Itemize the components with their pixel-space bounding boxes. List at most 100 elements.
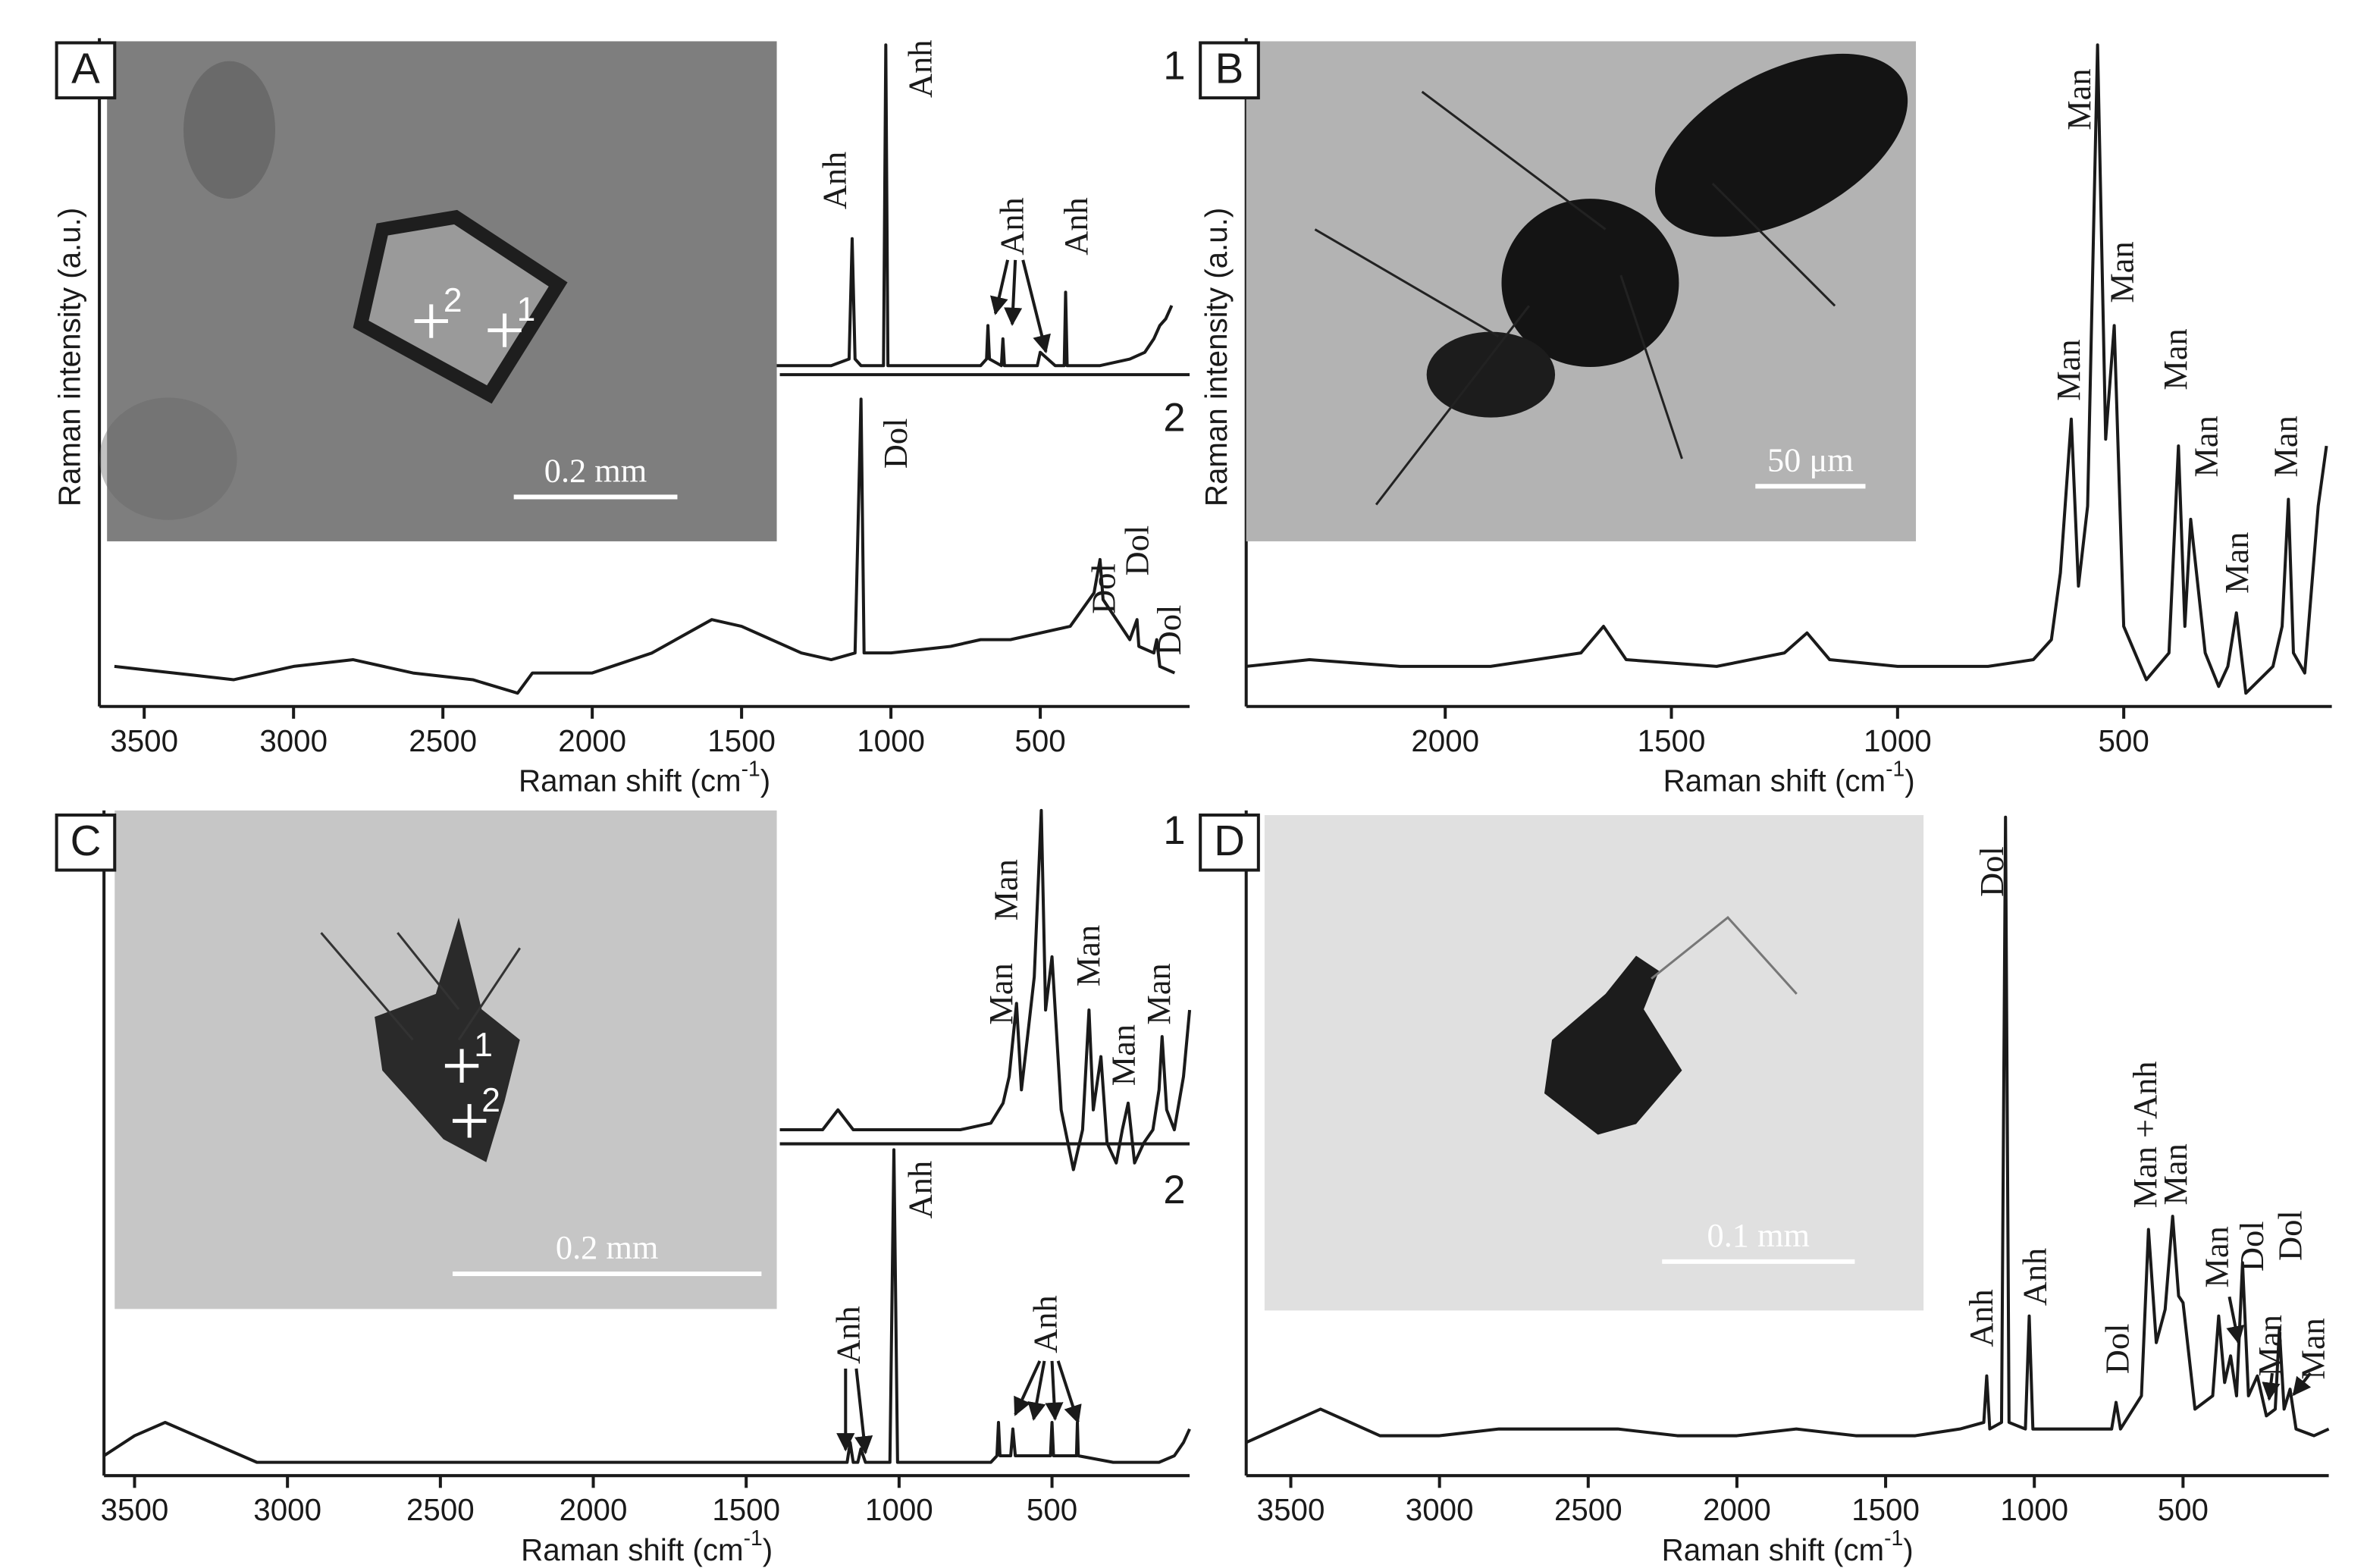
x-axis-label-text: Raman shift (cm (1662, 1532, 1885, 1567)
panel-box (55, 813, 117, 872)
peak-annotation: Man (982, 963, 1020, 1024)
point-marker (414, 304, 448, 338)
point-marker-label: 2 (481, 1082, 500, 1119)
point-marker (488, 313, 522, 347)
x-axis-label-text: Raman shift (cm (519, 763, 741, 798)
x-axis-label-sup: -1 (1886, 757, 1905, 781)
x-axis-label: Raman shift (cm-1) (519, 757, 770, 798)
peak-arrow (1027, 1360, 1046, 1421)
fibres (1314, 90, 1836, 506)
aggregate (1654, 53, 1908, 237)
aggregate (375, 917, 520, 1162)
peak-annotation: Anh (992, 197, 1030, 255)
peak-arrow (1056, 1360, 1082, 1424)
scale-bar-label: 0.2 mm (544, 451, 647, 489)
peak-arrow (1021, 259, 1051, 354)
x-axis-label-close: ) (1903, 1532, 1913, 1567)
x-tick-label: 500 (2158, 1492, 2209, 1527)
x-tick-label: 2000 (560, 1492, 628, 1527)
peak-arrow (1045, 1360, 1064, 1421)
spectrum-label: 1 (1163, 45, 1185, 89)
x-tick-label: 2000 (1411, 723, 1479, 758)
spectrum-label: 1 (1163, 809, 1185, 853)
peak-annotation: Dol (1118, 525, 1156, 576)
fibres (320, 932, 521, 1041)
crystal (353, 209, 568, 404)
x-tick-label: 1000 (1864, 723, 1932, 758)
particle (1544, 955, 1682, 1135)
peak-arrow (2262, 1372, 2281, 1401)
fibre (1651, 915, 1798, 995)
peak-annotation: Man (2049, 339, 2087, 400)
peak-annotation: Dol (2271, 1210, 2309, 1261)
spectrum-line (1246, 43, 2328, 695)
peak-annotation: Anh (2016, 1248, 2054, 1306)
point-marker-label: 2 (444, 282, 462, 319)
x-tick-label: 2500 (1554, 1492, 1622, 1527)
spectrum-label: 2 (1163, 396, 1185, 440)
peak-annotation: Man (2218, 532, 2256, 594)
panel: 3500 3000 2500 2000 1500 1000 500 Raman shift (… (55, 808, 1192, 1567)
smudge (183, 61, 276, 199)
x-tick-label: 2500 (406, 1492, 475, 1527)
scale-bar-label: 0.1 mm (1707, 1216, 1811, 1254)
x-tick-label: 3000 (1406, 1492, 1474, 1527)
peak-arrow (2226, 1296, 2245, 1345)
panel-letter: A (71, 45, 100, 93)
peak-annotation: Man (2156, 1143, 2194, 1205)
peak-annotation: Man (2198, 1226, 2236, 1287)
spectrum-line (753, 43, 1174, 368)
peak-annotation: Man +Anh (2126, 1062, 2164, 1209)
peak-annotation: Man (2187, 416, 2224, 477)
spectrum-label: 2 (1163, 1168, 1185, 1212)
peak-arrow (1014, 1360, 1042, 1416)
x-tick-label: 1500 (1851, 1492, 1920, 1527)
scale-bar-label: 0.2 mm (556, 1228, 659, 1266)
peak-annotation: Man (1105, 1024, 1143, 1086)
x-tick-label: 1000 (865, 1492, 933, 1527)
x-axis-label-text: Raman shift (cm (521, 1532, 744, 1567)
aggregate (1501, 199, 1679, 368)
panel-box (1199, 41, 1260, 100)
peak-annotation: Anh (1962, 1289, 2000, 1347)
x-tick-label: 3500 (101, 1492, 169, 1527)
peak-arrow (854, 1368, 873, 1455)
x-axis-label-close: ) (763, 1532, 773, 1567)
spectrum-line (103, 1148, 1191, 1464)
y-axis-label: Raman intensity (a.u.) (52, 208, 86, 506)
panel: 3500 3000 2500 2000 1500 1000 500 Raman shift (… (52, 38, 1190, 798)
point-marker-label: 1 (474, 1027, 493, 1064)
y-axis-label: Raman intensity (a.u.) (1199, 208, 1234, 506)
peak-annotation: Anh (815, 152, 853, 209)
x-tick-label: 1500 (712, 1492, 780, 1527)
peak-annotation: Dol (1150, 605, 1188, 656)
smudge (99, 397, 237, 520)
panel: 3500 3000 2500 2000 1500 1000 500 Raman shift (… (1199, 810, 2332, 1567)
aggregate (1426, 331, 1556, 418)
peak-annotation: Anh (901, 1161, 939, 1218)
x-tick-label: 500 (1027, 1492, 1077, 1527)
peak-arrow (989, 259, 1010, 315)
x-tick-label: 3000 (253, 1492, 321, 1527)
point-marker-label: 1 (517, 291, 536, 328)
x-tick-label: 2000 (558, 723, 626, 758)
peak-annotation: Anh (1027, 1295, 1064, 1353)
panel-box (1199, 813, 1260, 872)
peak-annotation: Man (2294, 1318, 2332, 1379)
peak-annotation: Man (2103, 241, 2141, 303)
spectrum-line (1245, 815, 2330, 1444)
x-tick-label: 1000 (857, 723, 925, 758)
peak-arrow (2292, 1372, 2312, 1397)
x-axis-label-sup: -1 (1884, 1526, 1903, 1550)
x-tick-label: 2500 (409, 723, 477, 758)
panel-letter: B (1215, 45, 1244, 93)
peak-annotation: Man (1069, 925, 1107, 986)
point-marker (444, 1049, 479, 1083)
peak-annotation: Dol (2233, 1221, 2271, 1272)
x-axis-label: Raman shift (cm-1) (1663, 757, 1915, 798)
peak-annotation: Anh (901, 40, 939, 98)
peak-arrow (1004, 259, 1023, 326)
x-tick-label: 1500 (1638, 723, 1706, 758)
peak-annotation: Man (2060, 68, 2098, 130)
peak-annotation: Dol (1973, 846, 2011, 897)
